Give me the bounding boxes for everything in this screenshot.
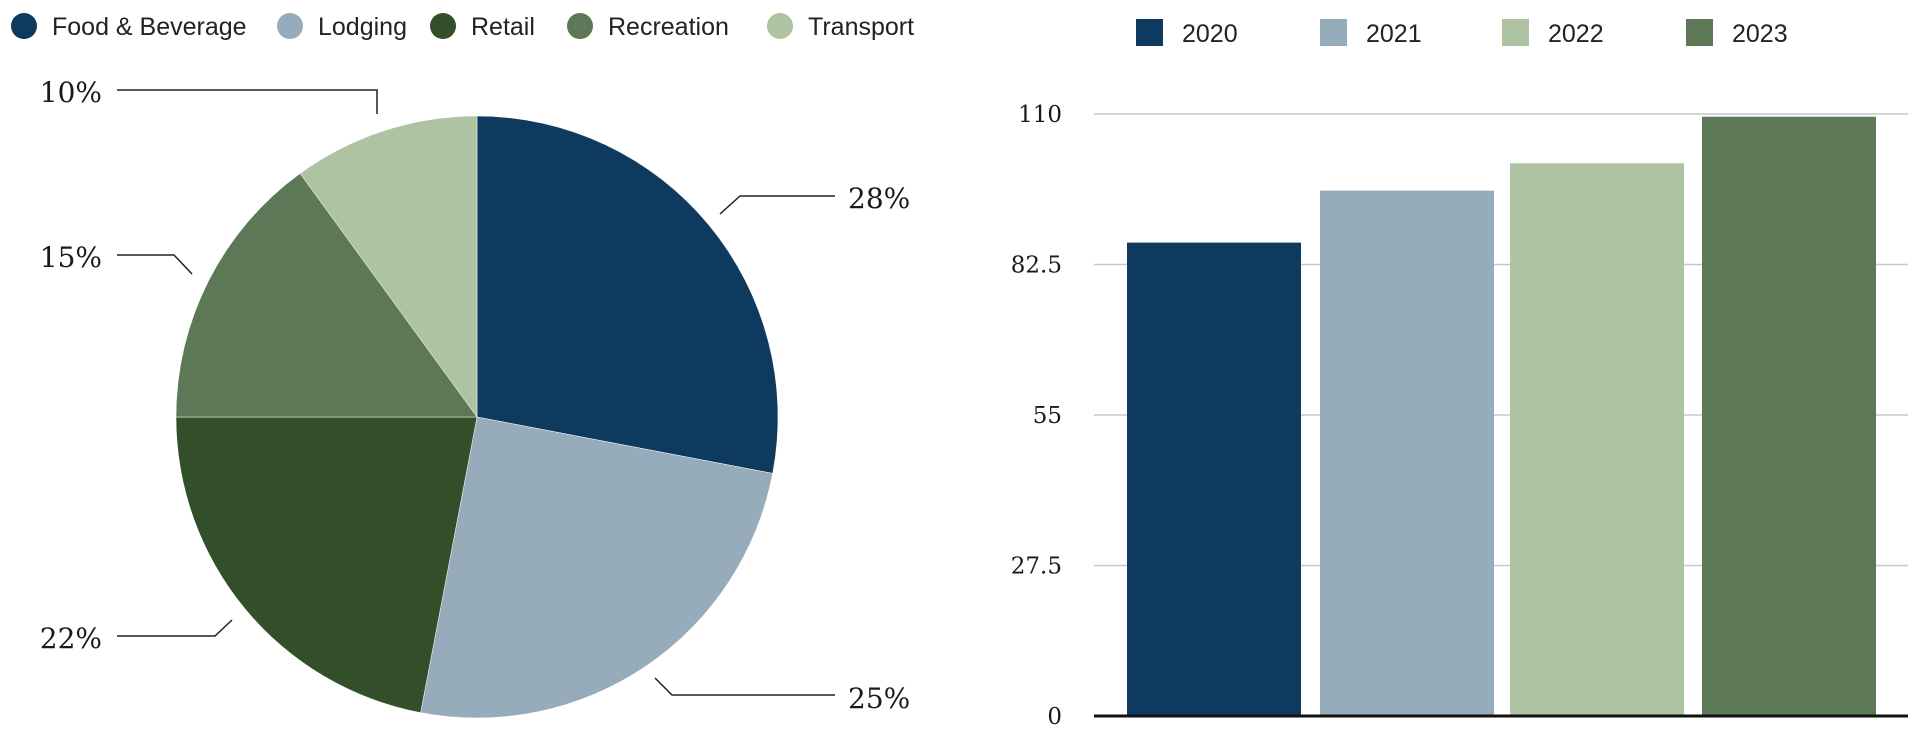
bar-2022	[1510, 163, 1684, 717]
y-tick-label: 110	[1018, 102, 1062, 128]
legend-item-2023: 2023	[1686, 19, 1788, 48]
bar-2020	[1127, 242, 1301, 717]
legend-item-2022: 2022	[1502, 19, 1604, 48]
pie-label-lodging: 25%	[848, 682, 910, 715]
bar-legend: 2020 2021 2022 2023	[1136, 19, 1788, 48]
legend-item-recreation: Recreation	[567, 13, 729, 41]
legend-label-transport: Transport	[808, 13, 914, 41]
legend-swatch-2021	[1320, 19, 1347, 46]
pie-slice-lodging	[420, 416, 773, 719]
legend-swatch-recreation	[567, 13, 593, 39]
legend-item-2020: 2020	[1136, 19, 1238, 48]
legend-label-2023: 2023	[1732, 20, 1788, 48]
y-tick-label: 82.5	[1011, 253, 1062, 279]
bar-y-axis-ticks: 0 27.5 55 82.5 110	[1011, 102, 1062, 729]
legend-swatch-lodging	[277, 13, 303, 39]
bar-2023	[1702, 116, 1876, 716]
pie-label-transport: 10%	[40, 76, 102, 109]
legend-swatch-2022	[1502, 19, 1529, 46]
legend-item-retail: Retail	[430, 13, 535, 41]
legend-label-2020: 2020	[1182, 20, 1238, 48]
leader-line-food-and-beverage	[719, 195, 835, 215]
pie-slice-food-and-beverage	[476, 115, 779, 474]
legend-swatch-2020	[1136, 19, 1163, 46]
legend-item-2021: 2021	[1320, 19, 1422, 48]
legend-swatch-2023	[1686, 19, 1713, 46]
legend-label-retail: Retail	[471, 13, 535, 41]
pie-legend: Food & Beverage Lodging Retail Recreation Tr…	[11, 13, 914, 41]
legend-label-2022: 2022	[1548, 20, 1604, 48]
leader-line-recreation	[117, 254, 193, 275]
bar-series	[1127, 116, 1876, 717]
leader-line-retail	[117, 619, 233, 637]
legend-swatch-retail	[430, 13, 456, 39]
legend-label-food-and-beverage: Food & Beverage	[52, 13, 247, 41]
legend-item-food-and-beverage: Food & Beverage	[11, 13, 247, 41]
pie-label-retail: 22%	[40, 622, 102, 655]
pie-label-food-and-beverage: 28%	[848, 182, 910, 215]
pie-slice-recreation	[175, 173, 478, 418]
pie-labels: 28% 25% 22% 15% 10%	[40, 76, 910, 715]
legend-item-lodging: Lodging	[277, 13, 407, 41]
pie-slices	[175, 115, 779, 719]
legend-label-recreation: Recreation	[608, 13, 729, 41]
y-tick-label: 27.5	[1011, 554, 1062, 580]
pie-slice-retail	[175, 416, 478, 713]
y-tick-label: 55	[1033, 403, 1062, 429]
legend-swatch-transport	[767, 13, 793, 39]
y-tick-label: 0	[1047, 704, 1062, 729]
pie-label-recreation: 15%	[40, 241, 102, 274]
legend-label-lodging: Lodging	[318, 13, 407, 41]
bar-2021	[1320, 190, 1494, 717]
pie-slice-transport	[299, 115, 478, 418]
leader-line-transport	[117, 89, 378, 114]
legend-label-2021: 2021	[1366, 20, 1422, 48]
pie-chart: Food & Beverage Lodging Retail Recreation Tr…	[11, 13, 914, 719]
legend-item-transport: Transport	[767, 13, 914, 41]
legend-swatch-food-and-beverage	[11, 13, 37, 39]
leader-line-lodging	[654, 677, 835, 696]
bar-chart: 2020 2021 2022 2023 0 27.5 55 82.5 110	[1011, 19, 1908, 729]
